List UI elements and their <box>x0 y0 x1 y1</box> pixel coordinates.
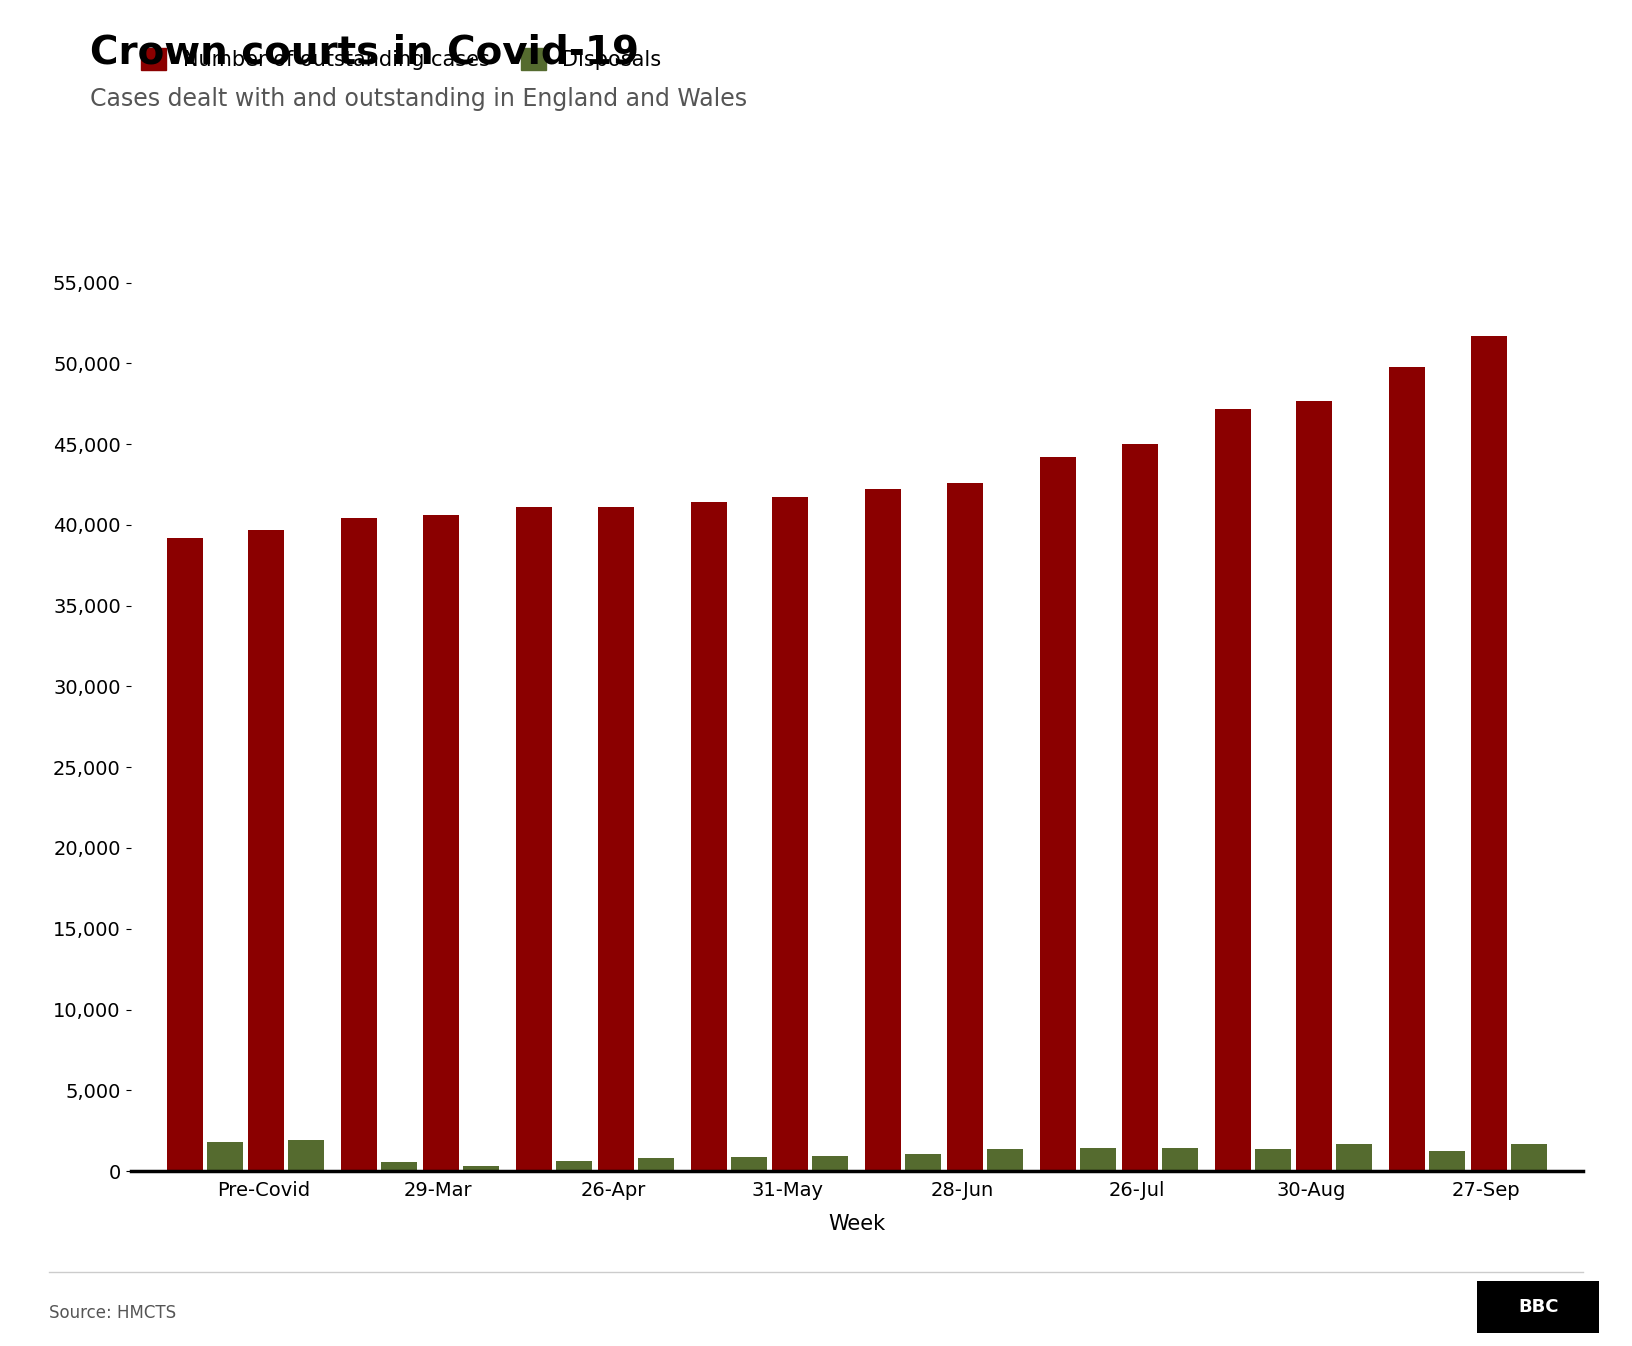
Bar <box>516 507 552 1171</box>
Text: Source: HMCTS: Source: HMCTS <box>49 1304 176 1322</box>
Bar <box>813 1156 849 1171</box>
Bar <box>1040 458 1075 1171</box>
Bar <box>1214 409 1250 1171</box>
Text: Cases dealt with and outstanding in England and Wales: Cases dealt with and outstanding in Engl… <box>90 87 747 112</box>
Bar <box>1389 366 1425 1171</box>
Bar <box>382 1162 418 1171</box>
Bar <box>557 1162 592 1171</box>
Bar <box>166 538 202 1171</box>
Bar <box>1296 401 1332 1171</box>
Bar <box>1080 1148 1116 1171</box>
Bar <box>865 490 901 1171</box>
Text: BBC: BBC <box>1518 1298 1559 1316</box>
Bar <box>289 1140 325 1171</box>
Legend: Number of outstanding cases, Disposals: Number of outstanding cases, Disposals <box>140 48 661 70</box>
Bar <box>248 530 284 1171</box>
Bar <box>207 1141 243 1171</box>
Bar <box>463 1166 499 1171</box>
Bar <box>906 1154 942 1171</box>
Bar <box>1511 1144 1547 1171</box>
Bar <box>1162 1148 1198 1171</box>
Bar <box>1470 336 1506 1171</box>
Bar <box>341 518 377 1171</box>
Bar <box>1121 444 1157 1171</box>
Bar <box>423 516 459 1171</box>
Bar <box>947 483 982 1171</box>
Bar <box>731 1158 767 1171</box>
Bar <box>1255 1149 1291 1171</box>
Bar <box>597 507 633 1171</box>
Bar <box>1337 1144 1373 1171</box>
X-axis label: Week: Week <box>827 1214 886 1234</box>
Bar <box>987 1149 1023 1171</box>
Bar <box>1430 1151 1466 1171</box>
Bar <box>690 502 726 1171</box>
Text: Crown courts in Covid-19: Crown courts in Covid-19 <box>90 34 638 71</box>
Bar <box>772 498 808 1171</box>
Bar <box>638 1158 674 1171</box>
